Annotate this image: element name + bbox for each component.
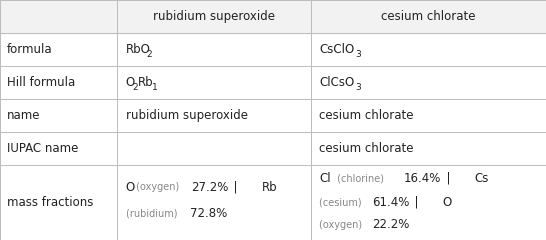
Text: 61.4%: 61.4% <box>372 196 410 209</box>
Text: IUPAC name: IUPAC name <box>7 142 78 155</box>
Text: (oxygen): (oxygen) <box>133 182 182 192</box>
Bar <box>0 0 546 33</box>
Text: (rubidium): (rubidium) <box>126 209 180 219</box>
Text: CsClO: CsClO <box>319 43 355 56</box>
Text: rubidium superoxide: rubidium superoxide <box>126 109 247 122</box>
Text: rubidium superoxide: rubidium superoxide <box>153 10 275 23</box>
Text: 27.2%: 27.2% <box>191 181 228 194</box>
Text: 3: 3 <box>355 50 360 59</box>
Text: Rb: Rb <box>262 181 277 194</box>
Text: |: | <box>439 172 458 185</box>
Text: O: O <box>443 196 452 209</box>
Text: cesium chlorate: cesium chlorate <box>319 109 414 122</box>
Text: 16.4%: 16.4% <box>403 172 441 185</box>
Text: 2: 2 <box>147 50 152 59</box>
Text: O: O <box>126 76 135 89</box>
Text: |: | <box>227 181 245 194</box>
Text: Cl: Cl <box>319 172 331 185</box>
Text: ClCsO: ClCsO <box>319 76 355 89</box>
Text: 72.8%: 72.8% <box>190 207 227 220</box>
Text: (chlorine): (chlorine) <box>334 173 387 183</box>
Text: 22.2%: 22.2% <box>372 218 410 231</box>
Text: (cesium): (cesium) <box>319 197 365 207</box>
Text: 3: 3 <box>355 83 360 92</box>
Text: formula: formula <box>7 43 52 56</box>
Text: |: | <box>407 196 426 209</box>
Text: Rb: Rb <box>138 76 154 89</box>
Text: 2: 2 <box>133 83 138 92</box>
Text: Hill formula: Hill formula <box>7 76 75 89</box>
Text: cesium chlorate: cesium chlorate <box>381 10 476 23</box>
Text: 1: 1 <box>152 83 158 92</box>
Text: Cs: Cs <box>474 172 489 185</box>
Text: (oxygen): (oxygen) <box>319 220 366 230</box>
Text: cesium chlorate: cesium chlorate <box>319 142 414 155</box>
Text: name: name <box>7 109 40 122</box>
Text: mass fractions: mass fractions <box>7 196 93 209</box>
Text: O: O <box>126 181 135 194</box>
Text: RbO: RbO <box>126 43 151 56</box>
